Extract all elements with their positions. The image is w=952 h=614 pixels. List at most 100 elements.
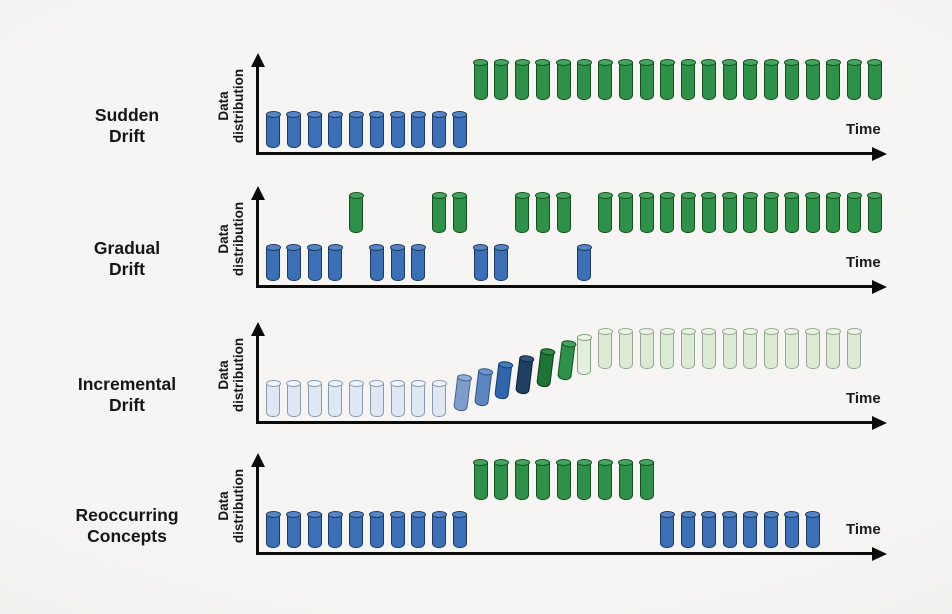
cylinder-lid [784, 327, 800, 335]
cylinder-lid [576, 333, 592, 341]
data-distribution-cylinder [327, 110, 343, 148]
y-axis-arrowhead-icon [250, 186, 265, 200]
y-axis-label-line: Data [215, 91, 231, 121]
data-distribution-cylinder [473, 58, 488, 100]
x-axis-time-label: Time [846, 521, 881, 538]
data-distribution-cylinder [556, 339, 576, 382]
cylinder-lid [497, 359, 514, 369]
cylinder-lid [348, 110, 364, 118]
cylinder-lid [784, 510, 800, 518]
cylinder-lid [473, 458, 488, 466]
data-distribution-cylinder [805, 191, 820, 233]
data-distribution-cylinder [452, 110, 468, 148]
row-label-line: Drift [109, 126, 145, 146]
y-axis-arrowhead-icon [250, 53, 265, 67]
cylinder-lid [539, 347, 556, 356]
cylinder-lid [742, 58, 758, 66]
cylinder-lid [846, 327, 862, 335]
data-distribution-cylinder [763, 191, 779, 233]
cylinder-lid [639, 191, 654, 199]
data-distribution-cylinder [701, 58, 717, 100]
data-distribution-cylinder [369, 243, 385, 281]
data-distribution-cylinder [618, 458, 634, 500]
y-axis-line [256, 463, 259, 555]
cylinder-lid [410, 110, 426, 118]
data-distribution-cylinder [618, 327, 634, 369]
row-label-line: Sudden [94, 105, 160, 125]
data-distribution-cylinder [369, 110, 385, 148]
cylinder-lid [327, 379, 343, 387]
cylinder-lid [456, 372, 472, 382]
cylinder-lid [597, 58, 613, 66]
data-distribution-cylinder [867, 58, 883, 100]
y-axis-label-line: Data [215, 224, 231, 254]
y-axis-label-line: Data [215, 491, 231, 521]
data-distribution-cylinder [348, 110, 364, 148]
cylinder-lid [784, 191, 800, 199]
cylinder-lid [514, 58, 530, 66]
data-distribution-cylinder [515, 353, 535, 395]
row-label-line: Reoccurring [75, 505, 179, 525]
cylinder-lid [763, 58, 779, 66]
cylinder-lid [680, 327, 696, 335]
data-distribution-cylinder [327, 510, 343, 548]
data-distribution-cylinder [659, 510, 675, 548]
data-distribution-cylinder [597, 327, 613, 369]
cylinder-lid [597, 327, 613, 335]
cylinder-lid [265, 379, 281, 387]
x-axis-time-label: Time [846, 390, 881, 407]
data-distribution-cylinder [307, 379, 322, 417]
cylinder-lid [722, 191, 737, 199]
data-distribution-cylinder [514, 58, 530, 100]
data-distribution-cylinder [805, 327, 820, 369]
cylinder-lid [722, 510, 737, 518]
cylinder-lid [701, 191, 717, 199]
data-distribution-cylinder [680, 510, 696, 548]
data-distribution-cylinder [784, 191, 800, 233]
cylinder-lid [307, 379, 322, 387]
x-axis-time-label: Time [846, 121, 881, 138]
cylinder-lid [556, 58, 571, 66]
data-distribution-cylinder [493, 243, 509, 281]
data-distribution-cylinder [846, 191, 862, 233]
data-distribution-cylinder [494, 359, 514, 401]
row-label-line: Incremental [77, 374, 177, 394]
cylinder-lid [556, 191, 571, 199]
cylinder-lid [659, 58, 675, 66]
data-distribution-cylinder [784, 58, 800, 100]
cylinder-lid [701, 510, 717, 518]
data-distribution-cylinder [265, 379, 281, 417]
data-distribution-cylinder [805, 58, 820, 100]
cylinder-lid [327, 510, 343, 518]
y-axis-arrowhead-icon [250, 453, 265, 467]
data-distribution-cylinder [763, 58, 779, 100]
cylinder-lid [514, 191, 530, 199]
data-distribution-cylinder [327, 243, 343, 281]
data-distribution-cylinder [535, 191, 551, 233]
cylinder-lid [265, 510, 281, 518]
data-distribution-cylinder [286, 243, 302, 281]
cylinder-lid [514, 458, 530, 466]
cylinder-lid [286, 379, 302, 387]
cylinder-lid [639, 458, 654, 466]
data-distribution-cylinder [618, 58, 634, 100]
cylinder-lid [680, 58, 696, 66]
data-distribution-cylinder [348, 510, 364, 548]
cylinder-lid [348, 379, 364, 387]
data-distribution-cylinder [576, 458, 592, 500]
data-distribution-cylinder [639, 58, 654, 100]
cylinder-lid [473, 243, 488, 251]
cylinder-lid [535, 58, 551, 66]
data-distribution-cylinder [431, 110, 447, 148]
cylinder-lid [742, 510, 758, 518]
data-distribution-cylinder [390, 510, 405, 548]
cylinder-lid [597, 458, 613, 466]
cylinder-lid [597, 191, 613, 199]
data-distribution-cylinder [307, 243, 322, 281]
data-distribution-cylinder [867, 191, 883, 233]
cylinder-lid [659, 327, 675, 335]
data-distribution-cylinder [286, 510, 302, 548]
data-distribution-cylinder [514, 191, 530, 233]
data-distribution-cylinder [431, 510, 447, 548]
x-axis-time-label: Time [846, 254, 881, 271]
